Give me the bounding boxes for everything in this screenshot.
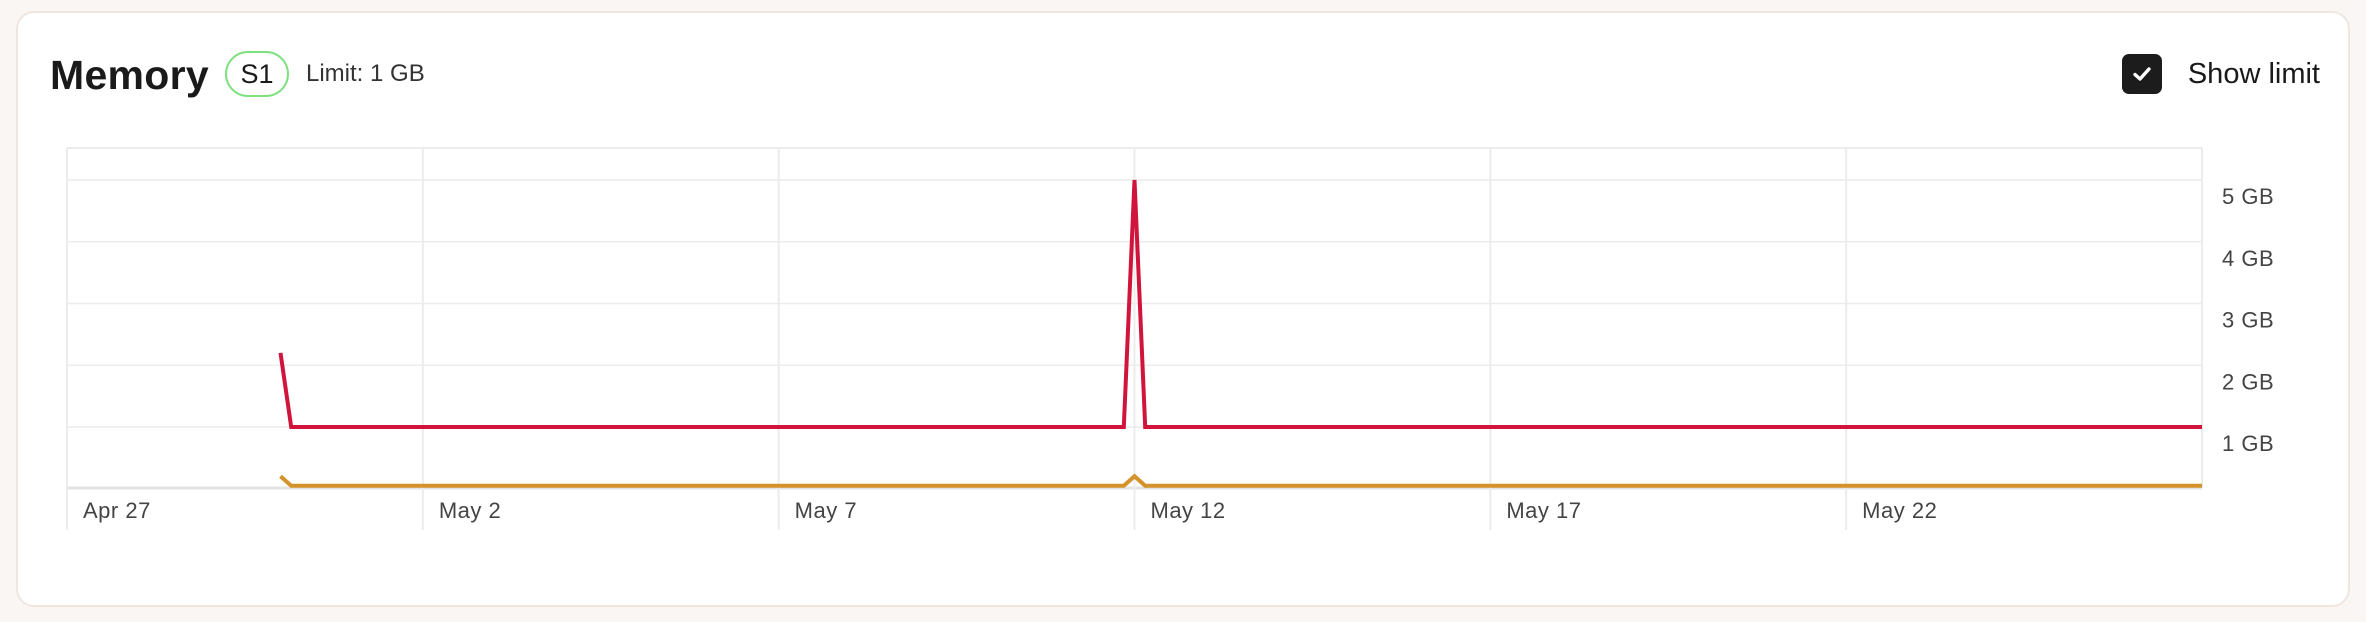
service-badge: S1 xyxy=(225,51,289,97)
memory-card xyxy=(16,11,2350,607)
series-line-usage xyxy=(278,179,2202,429)
chart-title: Memory xyxy=(50,52,210,98)
show-limit-toggle[interactable]: Show limit xyxy=(2121,54,2320,94)
x-tick-label: May 22 xyxy=(1862,498,1937,523)
y-tick-label: 2 GB xyxy=(2222,369,2274,394)
x-tick-label: May 12 xyxy=(1151,498,1226,523)
check-icon xyxy=(2133,67,2151,81)
y-tick-label: 3 GB xyxy=(2222,308,2274,333)
chart-series xyxy=(278,179,2202,488)
x-axis: Apr 27 May 2 May 7 May 12 May 17 May 22 xyxy=(83,498,1937,523)
x-tick-label: May 2 xyxy=(439,498,501,523)
x-tick-label: May 17 xyxy=(1506,498,1581,523)
y-axis: 1 GB 2 GB 3 GB 4 GB 5 GB xyxy=(2222,184,2274,456)
y-tick-label: 4 GB xyxy=(2222,246,2274,271)
x-tick-label: May 7 xyxy=(795,498,857,523)
y-tick-label: 1 GB xyxy=(2222,431,2274,456)
series-line-limit xyxy=(279,473,2202,488)
limit-label: Limit: 1 GB xyxy=(306,60,425,87)
show-limit-label: Show limit xyxy=(2187,57,2320,90)
x-tick-label: Apr 27 xyxy=(83,498,151,523)
show-limit-checkbox[interactable] xyxy=(2121,54,2162,94)
y-tick-label: 5 GB xyxy=(2222,184,2274,209)
